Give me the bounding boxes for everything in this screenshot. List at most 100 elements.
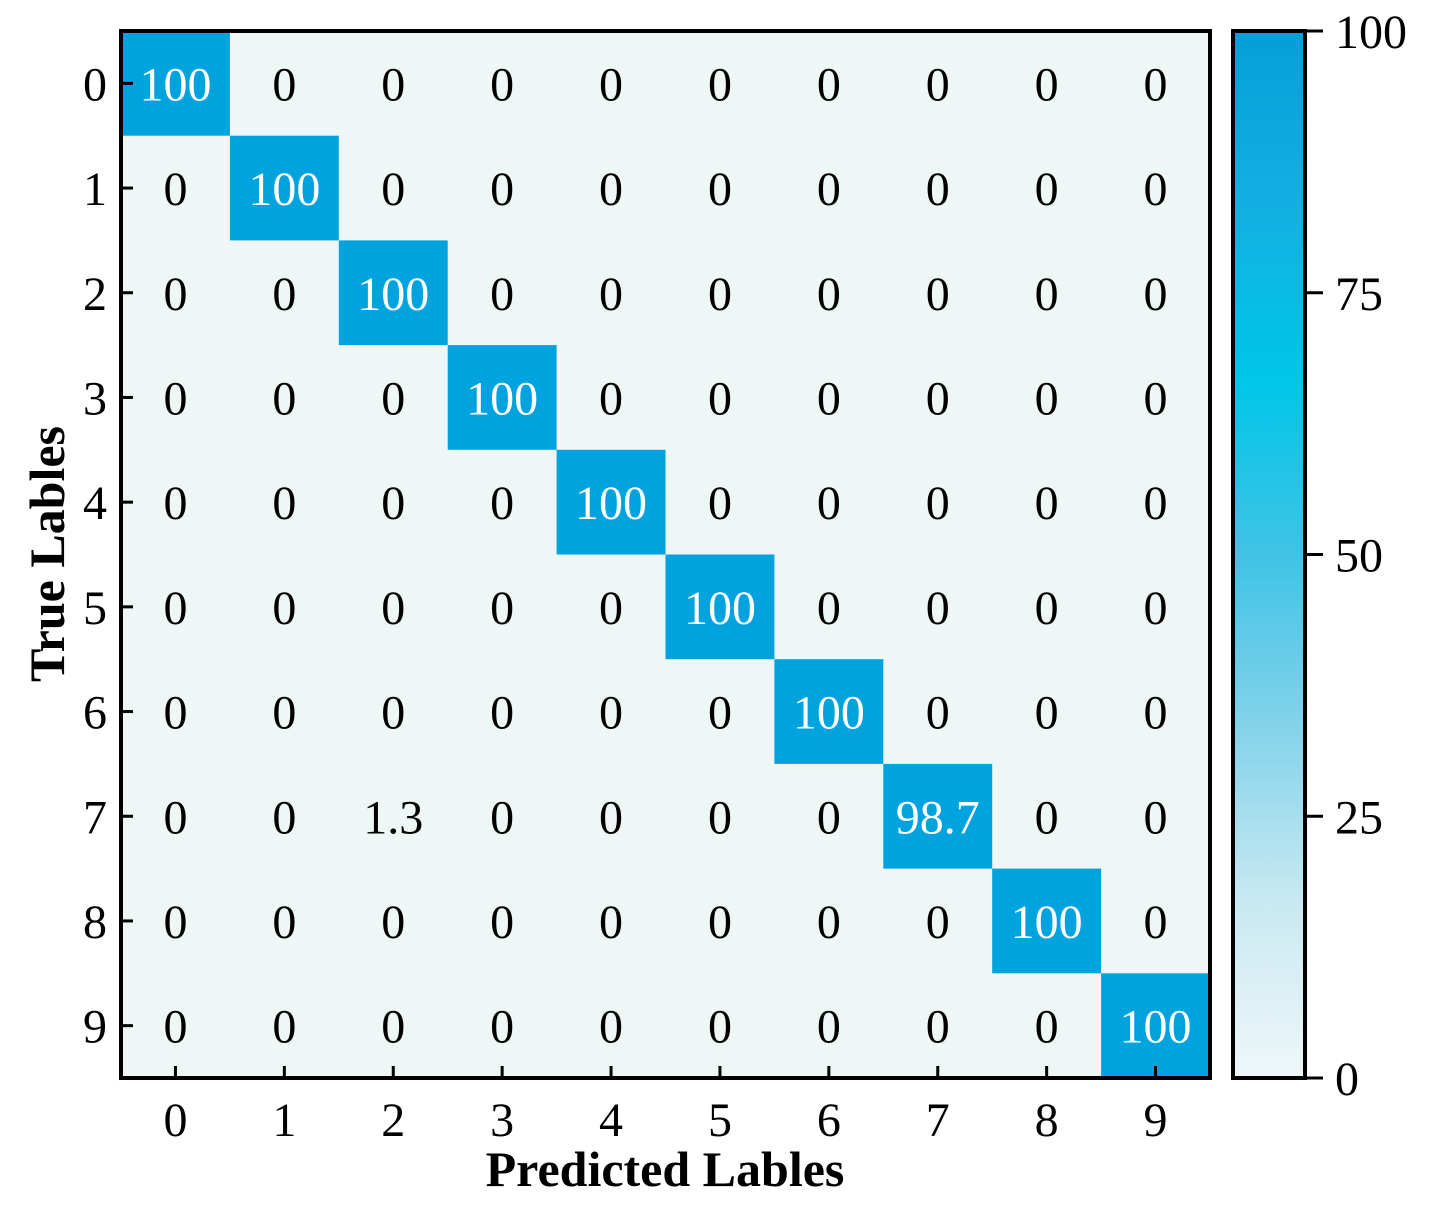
cell-value-r2-c1: 0 — [272, 268, 296, 321]
heatmap-cell-r3-c4 — [556, 345, 667, 451]
cell-value-r7-c4: 0 — [599, 791, 623, 844]
cell-value-r3-c1: 0 — [272, 372, 296, 425]
heatmap-cell-r8-c6 — [774, 868, 884, 974]
x-tick-label-6: 6 — [817, 1094, 841, 1147]
cell-value-r9-c1: 0 — [272, 1001, 296, 1054]
y-tick-label-7: 7 — [83, 791, 107, 844]
heatmap-cell-r3-c0 — [121, 345, 231, 451]
heatmap-cell-r2-c9 — [1101, 240, 1211, 346]
cell-value-r4-c6: 0 — [817, 477, 841, 530]
y-tick-label-3: 3 — [83, 372, 107, 425]
x-tick-label-1: 1 — [272, 1094, 296, 1147]
heatmap-cell-r2-c0 — [121, 240, 231, 346]
heatmap-cell-r1-c5 — [665, 135, 775, 241]
x-tick-label-5: 5 — [708, 1094, 732, 1147]
cell-value-r9-c7: 0 — [926, 1001, 950, 1054]
heatmap-cell-r9-c7 — [883, 973, 993, 1079]
heatmap-cell-r0-c0 — [121, 31, 231, 137]
cell-value-r1-c4: 0 — [599, 163, 623, 216]
cell-value-r1-c3: 0 — [490, 163, 514, 216]
cell-value-r2-c3: 0 — [490, 268, 514, 321]
cell-value-r6-c7: 0 — [926, 687, 950, 740]
cell-value-r5-c9: 0 — [1144, 582, 1168, 635]
cell-value-labels: 100 0 0 0 0 0 0 0 0 0 0 100 0 0 0 0 0 0 0 0 0 0 100 0 0 0 0 0 0 0 0 0 0 1… — [139, 58, 1191, 1053]
heatmap-cell-r0-c6 — [774, 31, 884, 137]
y-tick-label-6: 6 — [83, 687, 107, 740]
heatmap-cell-r6-c0 — [121, 659, 231, 765]
cell-value-r5-c6: 0 — [817, 582, 841, 635]
cell-value-r0-c7: 0 — [926, 58, 950, 111]
cell-value-r7-c9: 0 — [1144, 791, 1168, 844]
heatmap-cell-r8-c9 — [1101, 868, 1211, 974]
y-tick-label-2: 2 — [83, 268, 107, 321]
cell-value-r0-c3: 0 — [490, 58, 514, 111]
cell-value-r3-c9: 0 — [1144, 372, 1168, 425]
heatmap-cell-r4-c6 — [774, 449, 884, 556]
cell-value-r8-c7: 0 — [926, 896, 950, 949]
cell-value-r5-c2: 0 — [381, 582, 405, 635]
heatmap-cell-r7-c6 — [774, 763, 884, 870]
cell-value-r8-c9: 0 — [1144, 896, 1168, 949]
heatmap-cell-r2-c7 — [883, 240, 993, 346]
heatmap-cell-r3-c6 — [774, 345, 884, 451]
heatmap-cell-r9-c6 — [774, 973, 884, 1079]
cell-value-r1-c5: 0 — [708, 163, 732, 216]
cell-value-r9-c5: 0 — [708, 1001, 732, 1054]
cell-value-r4-c3: 0 — [490, 477, 514, 530]
heatmap-cell-r5-c1 — [229, 554, 340, 660]
heatmap-cell-r3-c3 — [447, 345, 558, 451]
x-tick-label-3: 3 — [490, 1094, 514, 1147]
cell-value-r2-c4: 0 — [599, 268, 623, 321]
heatmap-cell-r4-c2 — [338, 449, 449, 556]
heatmap-cell-r3-c2 — [338, 345, 449, 451]
x-tick-label-2: 2 — [381, 1094, 405, 1147]
cell-value-r5-c5: 100 — [684, 582, 756, 635]
cell-value-r4-c7: 0 — [926, 477, 950, 530]
cell-value-r0-c2: 0 — [381, 58, 405, 111]
x-axis-ticks: 0 1 2 3 4 5 6 7 8 9 — [163, 1066, 1168, 1147]
heatmap-cell-r7-c1 — [229, 763, 340, 870]
heatmap-cell-r0-c8 — [992, 31, 1102, 137]
cell-value-r3-c3: 100 — [466, 372, 538, 425]
heatmap-cell-r6-c4 — [556, 659, 667, 765]
cell-value-r8-c1: 0 — [272, 896, 296, 949]
heatmap-cell-r7-c0 — [121, 763, 231, 870]
heatmap-cell-r5-c4 — [556, 554, 667, 660]
heatmap-cell-r8-c2 — [338, 868, 449, 974]
cell-value-r0-c0: 100 — [139, 58, 211, 111]
heatmap-cell-r3-c8 — [992, 345, 1102, 451]
heatmap-cells — [121, 31, 1211, 1079]
heatmap-cell-r9-c8 — [992, 973, 1102, 1079]
cell-value-r3-c2: 0 — [381, 372, 405, 425]
cell-value-r3-c5: 0 — [708, 372, 732, 425]
x-tick-label-8: 8 — [1035, 1094, 1059, 1147]
cell-value-r7-c2: 1.3 — [363, 791, 423, 844]
heatmap-cell-r0-c2 — [338, 31, 449, 137]
heatmap-cell-r8-c7 — [883, 868, 993, 974]
heatmap-cell-r4-c4 — [556, 449, 667, 556]
cell-value-r3-c8: 0 — [1035, 372, 1059, 425]
heatmap-cell-r2-c1 — [229, 240, 340, 346]
heatmap-cell-r6-c6 — [774, 659, 884, 765]
cell-value-r5-c3: 0 — [490, 582, 514, 635]
y-tick-label-1: 1 — [83, 163, 107, 216]
heatmap-cell-r3-c5 — [665, 345, 775, 451]
cell-value-r4-c8: 0 — [1035, 477, 1059, 530]
cell-value-r2-c8: 0 — [1035, 268, 1059, 321]
cell-value-r7-c3: 0 — [490, 791, 514, 844]
heatmap-cell-r5-c0 — [121, 554, 231, 660]
y-axis-ticks: 0 1 2 3 4 5 6 7 8 9 — [83, 58, 133, 1054]
cell-value-r0-c1: 0 — [272, 58, 296, 111]
heatmap-cell-r6-c2 — [338, 659, 449, 765]
cell-value-r6-c6: 100 — [793, 687, 865, 740]
heatmap-cell-r8-c8 — [992, 868, 1102, 974]
cell-value-r2-c6: 0 — [817, 268, 841, 321]
cell-value-r1-c8: 0 — [1035, 163, 1059, 216]
heatmap-cell-r4-c9 — [1101, 449, 1211, 556]
cell-value-r9-c9: 100 — [1120, 1001, 1192, 1054]
heatmap-cell-r0-c3 — [447, 31, 558, 137]
y-tick-label-0: 0 — [83, 58, 107, 111]
y-tick-label-4: 4 — [83, 477, 107, 530]
heatmap-cell-r1-c2 — [338, 135, 449, 241]
